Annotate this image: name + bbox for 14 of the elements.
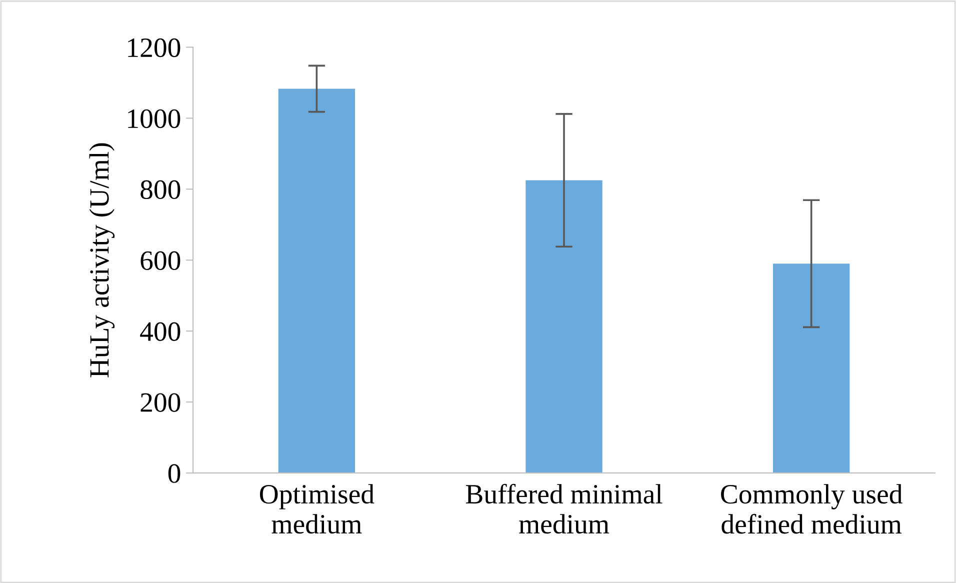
x-tick-label: Optimised medium — [260, 484, 374, 534]
y-tick-label: 200 — [140, 393, 180, 412]
x-tick-label: Buffered minimal medium — [466, 484, 662, 534]
y-tick-label: 1200 — [128, 38, 180, 58]
bar — [772, 264, 850, 473]
y-tick-label: 1000 — [128, 109, 180, 128]
bar — [526, 180, 602, 473]
y-tick-label: 400 — [140, 322, 180, 341]
y-tick-label: 600 — [140, 251, 180, 270]
y-tick-label: 0 — [168, 464, 180, 483]
y-tick-label: 800 — [140, 180, 180, 200]
y-axis-title: HuLy activity (U/ml) — [89, 143, 115, 378]
bar — [278, 88, 356, 473]
x-tick-label: Commonly used defined medium — [721, 484, 902, 534]
